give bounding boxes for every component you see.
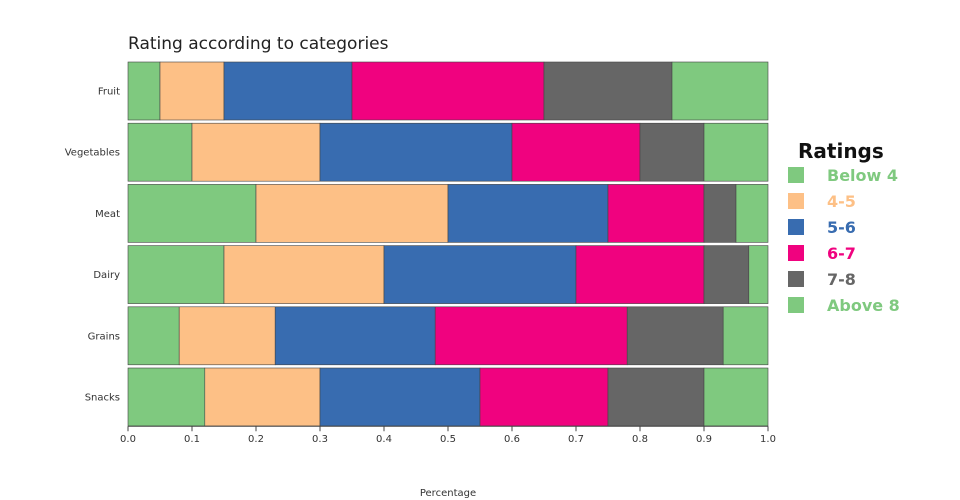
y-tick-label: Grains [88, 331, 120, 342]
bar-dairy-6-7 [575, 245, 705, 304]
bar-meat-7-8 [703, 184, 737, 243]
bar-meat-5-6 [447, 184, 609, 243]
bar-dairy-4-5 [223, 245, 385, 304]
bar-meat-below-4 [127, 184, 257, 243]
bar-grains-above-8 [722, 306, 769, 366]
bar-fruit-6-7 [351, 61, 545, 121]
legend-label-above-8: Above 8 [827, 296, 900, 315]
x-tick-label: 0.6 [504, 434, 520, 445]
bar-meat-6-7 [607, 184, 705, 243]
bar-dairy-above-8 [748, 245, 769, 304]
legend-swatch-below-4 [788, 167, 804, 183]
bar-grains-7-8 [626, 306, 724, 366]
legend-label-7-8: 7-8 [827, 270, 856, 289]
bar-vegetables-5-6 [319, 122, 513, 182]
bar-meat-above-8 [735, 184, 769, 243]
bar-dairy-below-4 [127, 245, 225, 304]
bar-fruit-7-8 [543, 61, 673, 121]
bar-vegetables-above-8 [703, 122, 769, 182]
legend-label-below-4: Below 4 [827, 166, 898, 185]
bar-snacks-6-7 [479, 367, 609, 427]
y-tick-label: Dairy [93, 270, 120, 281]
x-tick-label: 0.9 [696, 434, 712, 445]
bar-grains-4-5 [178, 306, 276, 366]
bars-group [127, 61, 769, 427]
bar-snacks-5-6 [319, 367, 481, 427]
bar-dairy-5-6 [383, 245, 577, 304]
bar-fruit-below-4 [127, 61, 161, 121]
x-tick-label: 0.5 [440, 434, 456, 445]
y-tick-label: Fruit [98, 87, 120, 98]
bar-vegetables-below-4 [127, 122, 193, 182]
x-axis: 0.0 0.1 0.2 0.3 0.4 0.5 0.6 0.7 0.8 0.9 1.0 [120, 425, 776, 445]
bar-snacks-below-4 [127, 367, 206, 427]
bar-snacks-above-8 [703, 367, 769, 427]
legend-title: Ratings [798, 139, 884, 163]
x-tick-label: 1.0 [760, 434, 776, 445]
bar-grains-5-6 [274, 306, 436, 366]
x-tick-label: 0.1 [184, 434, 200, 445]
x-tick-label: 0.4 [376, 434, 392, 445]
y-tick-label: Meat [95, 209, 120, 220]
bar-vegetables-7-8 [639, 122, 705, 182]
legend-swatch-4-5 [788, 193, 804, 209]
bar-snacks-7-8 [607, 367, 705, 427]
y-tick-label: Vegetables [65, 148, 120, 159]
x-tick-label: 0.3 [312, 434, 328, 445]
legend-swatch-7-8 [788, 271, 804, 287]
bar-fruit-5-6 [223, 61, 353, 121]
legend-label-5-6: 5-6 [827, 218, 856, 237]
bar-dairy-7-8 [703, 245, 750, 304]
y-tick-label: Snacks [85, 393, 120, 404]
x-tick-label: 0.2 [248, 434, 264, 445]
bar-vegetables-6-7 [511, 122, 641, 182]
bar-grains-below-4 [127, 306, 180, 366]
legend-swatch-5-6 [788, 219, 804, 235]
bar-fruit-4-5 [159, 61, 225, 121]
bar-grains-6-7 [434, 306, 628, 366]
legend-items: Below 4 4-5 5-6 6-7 7-8 Above 8 [788, 166, 900, 315]
legend: Ratings Below 4 4-5 5-6 6-7 7-8 Above 8 [788, 139, 900, 315]
y-axis-ticks: Fruit Vegetables Meat Dairy Grains Snacks [65, 87, 120, 404]
x-tick-label: 0.7 [568, 434, 584, 445]
chart-title: Rating according to categories [128, 34, 389, 54]
legend-label-6-7: 6-7 [827, 244, 856, 263]
bar-vegetables-4-5 [191, 122, 321, 182]
legend-swatch-above-8 [788, 297, 804, 313]
bar-meat-4-5 [255, 184, 449, 243]
x-tick-label: 0.0 [120, 434, 136, 445]
legend-swatch-6-7 [788, 245, 804, 261]
x-axis-label: Percentage [420, 488, 476, 499]
bar-fruit-above-8 [671, 61, 769, 121]
legend-label-4-5: 4-5 [827, 192, 856, 211]
x-tick-label: 0.8 [632, 434, 648, 445]
bar-snacks-4-5 [204, 367, 321, 427]
